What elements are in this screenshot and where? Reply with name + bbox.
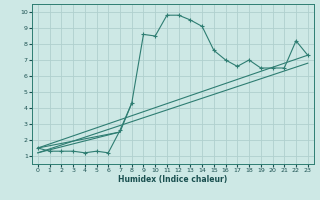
X-axis label: Humidex (Indice chaleur): Humidex (Indice chaleur) bbox=[118, 175, 228, 184]
